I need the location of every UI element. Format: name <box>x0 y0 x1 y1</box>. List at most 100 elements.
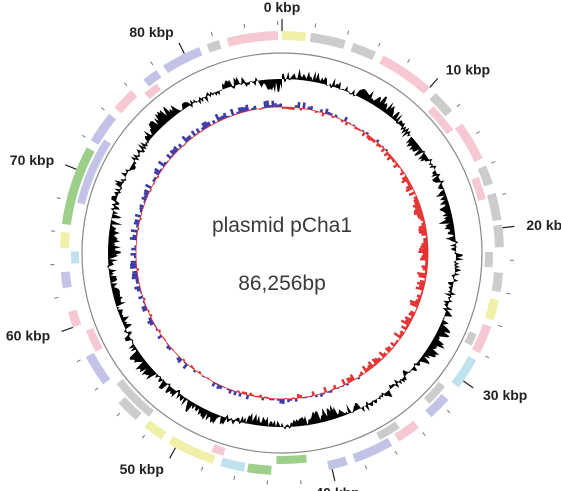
gc-skew-positive-bin <box>418 230 427 234</box>
gc-skew-negative-bin <box>147 319 154 325</box>
gc-skew-positive-bin <box>383 151 389 157</box>
gc-skew-positive-bin <box>417 215 424 220</box>
gene-arc <box>379 55 430 95</box>
gc-skew-negative-bin <box>132 270 138 275</box>
gc-skew-positive-bin <box>401 175 408 181</box>
gc-skew-positive-bin <box>404 316 413 322</box>
major-tick <box>502 225 515 229</box>
gc-skew-negative-bin <box>143 200 146 204</box>
gc-skew-positive-bin <box>422 253 428 256</box>
gc-skew-positive-bin <box>321 112 325 117</box>
gene-arc <box>429 92 453 117</box>
gc-skew-negative-bin <box>319 109 324 113</box>
gc-skew-negative-bin <box>135 280 140 284</box>
plasmid-name: plasmid pCha1 <box>212 214 352 237</box>
gc-skew-negative-bin <box>142 300 145 304</box>
gc-skew-negative-bin <box>287 398 290 403</box>
gc-skew-negative-bin <box>134 213 141 218</box>
gc-skew-positive-bin <box>420 245 428 249</box>
gc-skew-positive-bin <box>296 393 300 399</box>
gc-skew-negative-bin <box>245 104 250 112</box>
gc-skew-positive-bin <box>415 299 421 303</box>
gc-skew-positive-bin <box>358 129 362 132</box>
gene-arc <box>425 394 449 418</box>
gc-skew-negative-bin <box>297 102 301 109</box>
scale-labels: 0 kbp 10 kbp 20 kbp 30 kbp 40 kbp 50 kbp 60 kb… <box>6 0 561 491</box>
gene-arc <box>247 463 272 475</box>
gc-skew-negative-bin <box>132 234 138 238</box>
gc-skew-positive-bin <box>323 386 328 393</box>
gene-arc <box>60 271 72 289</box>
gene-arc <box>427 106 454 135</box>
gc-skew-negative-bin <box>327 391 331 394</box>
gc-skew-positive-bin <box>353 126 358 130</box>
gc-skew-negative-bin <box>261 397 265 401</box>
gc-skew-positive-bin <box>299 108 303 111</box>
gc-skew-negative-bin <box>203 121 209 128</box>
gc-skew-positive-bin <box>390 157 394 161</box>
gene-arc <box>487 192 502 222</box>
gc-skew-positive-bin <box>390 341 396 347</box>
gc-skew-positive-bin <box>149 313 153 318</box>
gc-skew-positive-bin <box>423 237 428 241</box>
gc-skew-positive-bin <box>387 153 391 157</box>
gc-skew-negative-bin <box>133 255 137 259</box>
minor-tick <box>123 82 128 87</box>
gc-skew-positive-bin <box>198 370 202 375</box>
gc-skew-negative-bin <box>177 358 183 364</box>
gc-skew-positive-bin <box>410 316 414 320</box>
gc-skew-negative-bin <box>294 105 298 108</box>
minor-tick <box>407 59 411 63</box>
gc-skew-positive-bin <box>414 200 420 205</box>
gc-skew-positive-bin <box>421 242 428 246</box>
gene-arc <box>423 381 446 404</box>
scale-label: 50 kbp <box>120 461 164 477</box>
gc-skew-positive-bin <box>393 332 402 339</box>
gene-arc <box>71 251 80 264</box>
minor-tick <box>54 296 59 299</box>
gene-arc <box>454 123 483 162</box>
gc-skew-negative-bin <box>214 113 221 122</box>
gc-skew-positive-bin <box>416 294 422 299</box>
gene-arc <box>77 139 111 205</box>
gc-skew-negative-bin <box>153 170 160 176</box>
gc-skew-positive-bin <box>149 188 152 192</box>
gc-skew-positive-bin <box>387 345 393 351</box>
gc-skew-positive-bin <box>417 272 427 276</box>
gc-skew-negative-bin <box>365 131 370 135</box>
gene-arc <box>168 436 216 464</box>
gc-skew-negative-bin <box>195 127 201 134</box>
minor-tick <box>347 30 350 35</box>
gc-skew-negative-bin <box>131 275 139 280</box>
gene-arc <box>493 224 504 248</box>
gc-skew-negative-bin <box>130 229 138 233</box>
gc-skew-negative-bin <box>190 130 197 137</box>
gene-arc <box>394 420 419 442</box>
gc-skew-negative-bin <box>253 105 257 110</box>
gc-skew-negative-bin <box>169 149 176 156</box>
gc-skew-positive-bin <box>356 127 360 131</box>
gc-skew-positive-bin <box>418 284 425 289</box>
gc-skew-negative-bin <box>226 115 230 118</box>
minor-tick <box>378 42 381 47</box>
gc-skew-positive-bin <box>409 302 419 308</box>
minor-tick <box>101 107 105 111</box>
minor-tick <box>314 23 317 28</box>
gc-skew-positive-bin <box>420 257 428 261</box>
gc-skew-negative-bin <box>182 363 189 370</box>
gc-skew-positive-bin <box>400 319 410 326</box>
gc-skew-positive-bin <box>404 318 411 324</box>
gc-skew-negative-bin <box>154 167 161 174</box>
gene-arc <box>471 176 486 201</box>
gc-skew-negative-bin <box>221 115 225 120</box>
gc-skew-positive-bin <box>367 361 374 369</box>
gene-arc <box>484 252 494 268</box>
scale-label: 60 kbp <box>6 327 50 343</box>
minor-tick <box>150 61 154 66</box>
gc-skew-positive-bin <box>311 391 315 396</box>
gc-skew-negative-bin <box>135 278 139 282</box>
gc-skew-track <box>129 100 429 404</box>
minor-tick <box>491 161 496 164</box>
gc-skew-positive-bin <box>416 281 425 286</box>
gc-skew-positive-bin <box>405 184 413 190</box>
